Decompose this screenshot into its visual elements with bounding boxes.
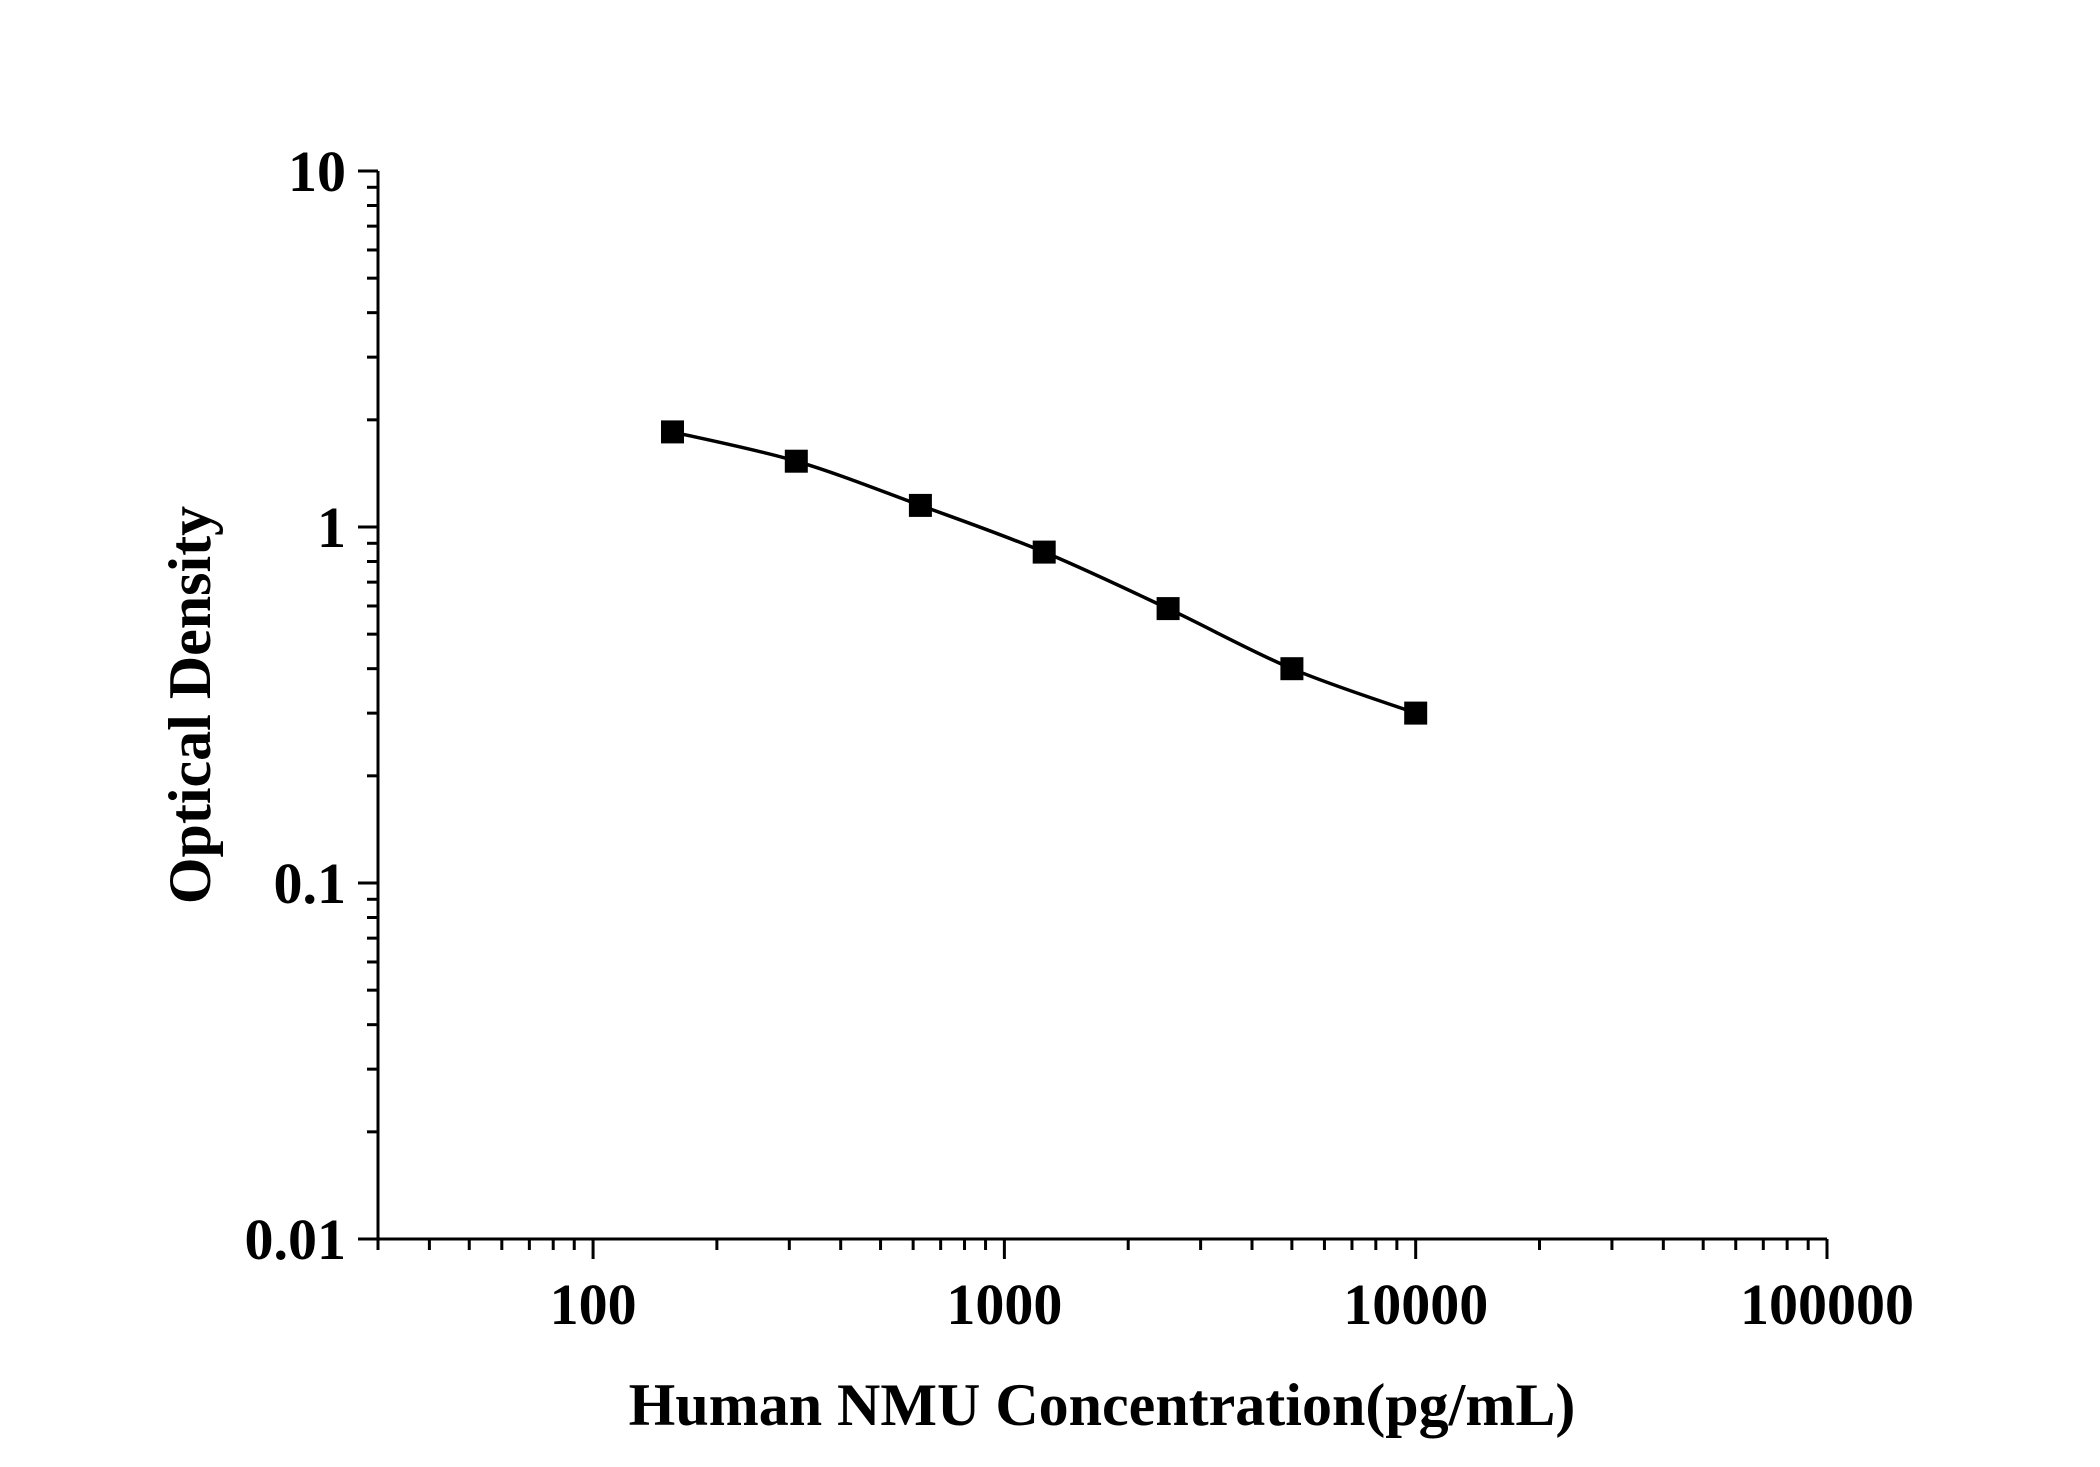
axes (376, 171, 1827, 1241)
y-tick-label: 1 (317, 495, 346, 560)
y-axis-ticks: 0.01 0.1 1 10 (245, 139, 378, 1272)
x-axis-ticks: 100 1000 10000 100000 (376, 1239, 1914, 1337)
y-tick-label: 0.01 (245, 1207, 347, 1272)
y-tick-label: 0.1 (274, 851, 347, 916)
y-axis-label: Optical Density (157, 506, 223, 904)
x-axis-label: Human NMU Concentration(pg/mL) (629, 1372, 1576, 1438)
data-point-marker (1156, 597, 1180, 621)
data-point-marker (1280, 657, 1304, 681)
y-tick-label: 10 (288, 139, 346, 204)
plot-area (661, 420, 1428, 725)
x-tick-label: 100 (550, 1272, 637, 1337)
data-point-marker (1404, 701, 1428, 725)
data-point-marker (661, 420, 684, 444)
data-point-marker (908, 493, 932, 517)
x-tick-label: 100000 (1740, 1272, 1914, 1337)
x-tick-label: 10000 (1343, 1272, 1488, 1337)
x-tick-label: 1000 (946, 1272, 1062, 1337)
data-point-marker (784, 449, 808, 473)
series-line (672, 430, 1417, 715)
data-point-marker (1032, 540, 1056, 564)
